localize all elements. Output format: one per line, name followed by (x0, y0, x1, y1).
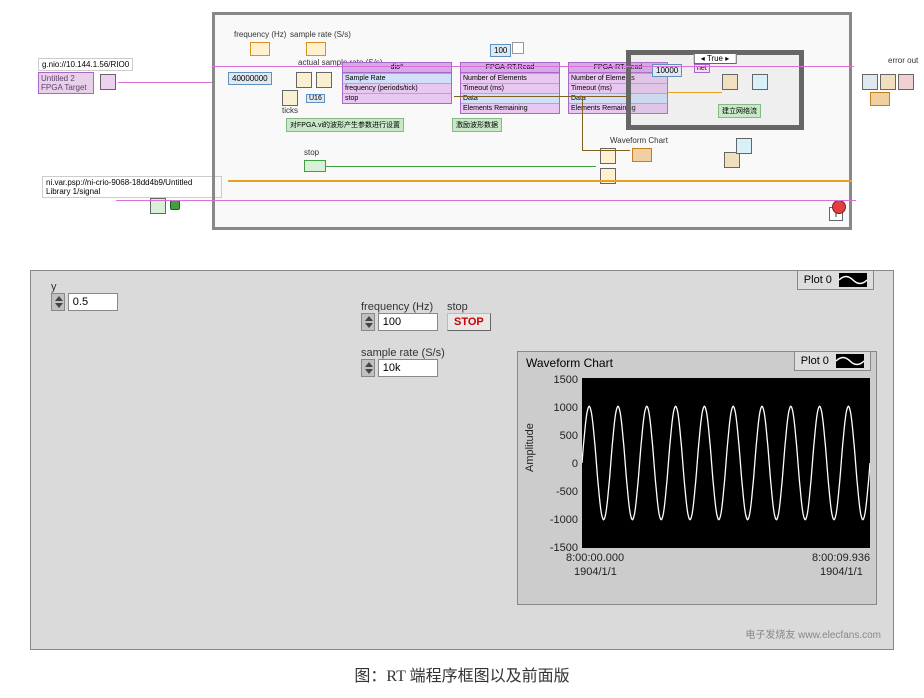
sample-rate-spinner[interactable] (361, 359, 375, 377)
round-icon (316, 72, 332, 88)
block-diagram: g.nio://10.144.1.56/RIO0 Untitled 2 FPGA… (0, 0, 924, 260)
legend-text: Plot 0 (804, 274, 832, 286)
case-prev-arrow[interactable]: ◂ (701, 54, 705, 63)
net-stream-write-icon (722, 74, 738, 90)
numeric-constant-100: 100 (490, 44, 511, 57)
sample-rate-terminal (306, 42, 326, 56)
psp-variable-path: ni.var.psp://ni-crio-9068-18dd4b9/Untitl… (42, 176, 222, 198)
wired-node-icon (512, 42, 524, 54)
error-out-terminal (870, 92, 890, 106)
case-structure: ◂ True ▸ (626, 50, 804, 130)
divide-icon (296, 72, 312, 88)
legend-sample-icon (839, 273, 867, 287)
clock-constant: 40000000 (228, 72, 272, 85)
y-label: y (51, 281, 118, 293)
watermark: 电子发烧友 www.elecfans.com (745, 626, 881, 641)
y-value[interactable]: 0.5 (68, 293, 118, 311)
fpga-write-header: dio^ (343, 63, 451, 73)
comment-fpga-params: 对FPGA.vi的波形产生参数进行设置 (286, 118, 404, 132)
frequency-fp-label: frequency (Hz) (361, 301, 438, 313)
open-fpga-vi-icon (100, 74, 116, 90)
frequency-value[interactable]: 100 (378, 313, 438, 331)
sample-rate-control: sample rate (S/s) 10k (361, 347, 445, 377)
stop-control: stop STOP (447, 301, 491, 331)
figure-caption: 图：RT 端程序框图以及前面版 (0, 662, 924, 686)
x-sub-1: 1904/1/1 (820, 566, 863, 578)
close-stream-icon (880, 74, 896, 90)
net-stream-flush-icon (752, 74, 768, 90)
sample-rate-label: sample rate (S/s) (290, 30, 351, 39)
comment-excitation: 激励波形数据 (452, 118, 502, 132)
stop-button[interactable]: STOP (447, 313, 491, 331)
stop-terminal (304, 160, 326, 172)
fpga-target-label: Untitled 2 FPGA Target (38, 72, 94, 94)
build-waveform-icon (736, 138, 752, 154)
waveform-chart-terminal (632, 148, 652, 162)
y-axis-label: Amplitude (524, 423, 536, 472)
error-out-label: error out (888, 56, 918, 65)
fpga-read-node-1: FPGA-RT.Read Number of Elements Timeout … (460, 62, 560, 114)
stop-fp-label: stop (447, 301, 491, 313)
case-selector: ◂ True ▸ (694, 53, 737, 64)
comment-netstream: 建立网络流 (718, 104, 761, 118)
y-control: y 0.5 (51, 281, 118, 311)
y-spinner[interactable] (51, 293, 65, 311)
io-resource-path: g.nio://10.144.1.56/RIO0 (38, 58, 133, 71)
chart-legend[interactable]: Plot 0 (797, 270, 874, 290)
waveform-chart: Waveform Chart Plot 0 Amplitude 1500 100… (517, 351, 877, 605)
sample-rate-value[interactable]: 10k (378, 359, 438, 377)
frequency-control: frequency (Hz) 100 (361, 301, 438, 331)
fpga-read1-header: FPGA-RT.Read (461, 63, 559, 73)
front-panel: y 0.5 frequency (Hz) 100 sample rate (S/… (30, 270, 894, 650)
chart-plot-area (582, 378, 870, 548)
chart-legend-outer[interactable]: Plot 0 (794, 351, 871, 371)
loop-stop-condition-icon (832, 200, 846, 214)
legend-sample-icon-2 (836, 354, 864, 368)
index-array-icon (724, 152, 740, 168)
sample-rate-fp-label: sample rate (S/s) (361, 347, 445, 359)
case-next-arrow[interactable]: ▸ (725, 54, 729, 63)
close-fpga-ref-icon (862, 74, 878, 90)
x-sub-0: 1904/1/1 (574, 566, 617, 578)
multiply-icon (282, 90, 298, 106)
frequency-terminal (250, 42, 270, 56)
stop-label: stop (304, 148, 319, 157)
green-led-icon (170, 200, 180, 210)
x-tick-1: 8:00:09.936 (812, 552, 870, 564)
fpga-property-write: dio^ Sample Rate frequency (periods/tick… (342, 62, 452, 104)
frequency-spinner[interactable] (361, 313, 375, 331)
x-tick-0: 8:00:00.000 (566, 552, 624, 564)
simple-error-handler-icon (898, 74, 914, 90)
ticks-label: ticks (282, 106, 298, 115)
u16-cast: U16 (306, 94, 325, 103)
waveform-chart-terminal-label: Waveform Chart (610, 136, 668, 145)
frequency-label: frequency (Hz) (234, 30, 286, 39)
